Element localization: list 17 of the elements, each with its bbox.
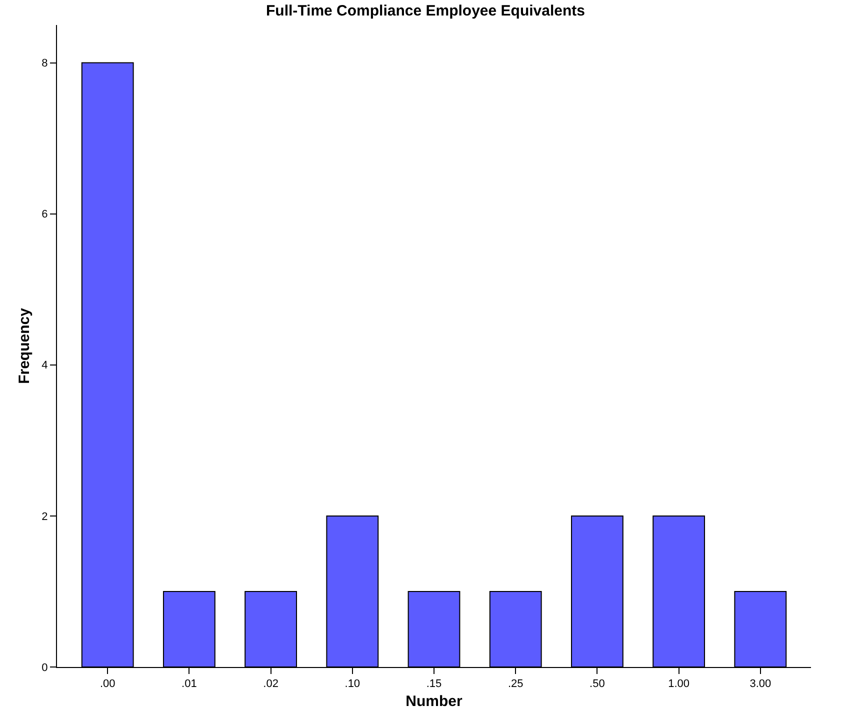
x-tick-label: .02 [263, 678, 278, 690]
y-tick-label: 4 [42, 360, 48, 372]
y-tick-label: 2 [42, 510, 48, 523]
x-tick-label: .50 [590, 678, 605, 690]
y-tick-label: 8 [42, 58, 48, 70]
x-tick-label: .15 [426, 678, 442, 690]
x-tick-label: .00 [100, 678, 116, 690]
x-axis-title: Number [406, 693, 462, 710]
x-tick-label: .01 [182, 678, 197, 690]
x-tick-label: 1.00 [668, 678, 690, 690]
x-tick-label: 3.00 [750, 678, 772, 690]
chart-title: Full-Time Compliance Employee Equivalents [266, 2, 585, 20]
x-tick-label: .10 [344, 678, 360, 690]
x-tick-label: .25 [508, 678, 524, 690]
y-tick-label: 6 [42, 208, 48, 221]
y-axis-title: Frequency [16, 307, 33, 384]
y-tick-label: 0 [42, 662, 48, 674]
